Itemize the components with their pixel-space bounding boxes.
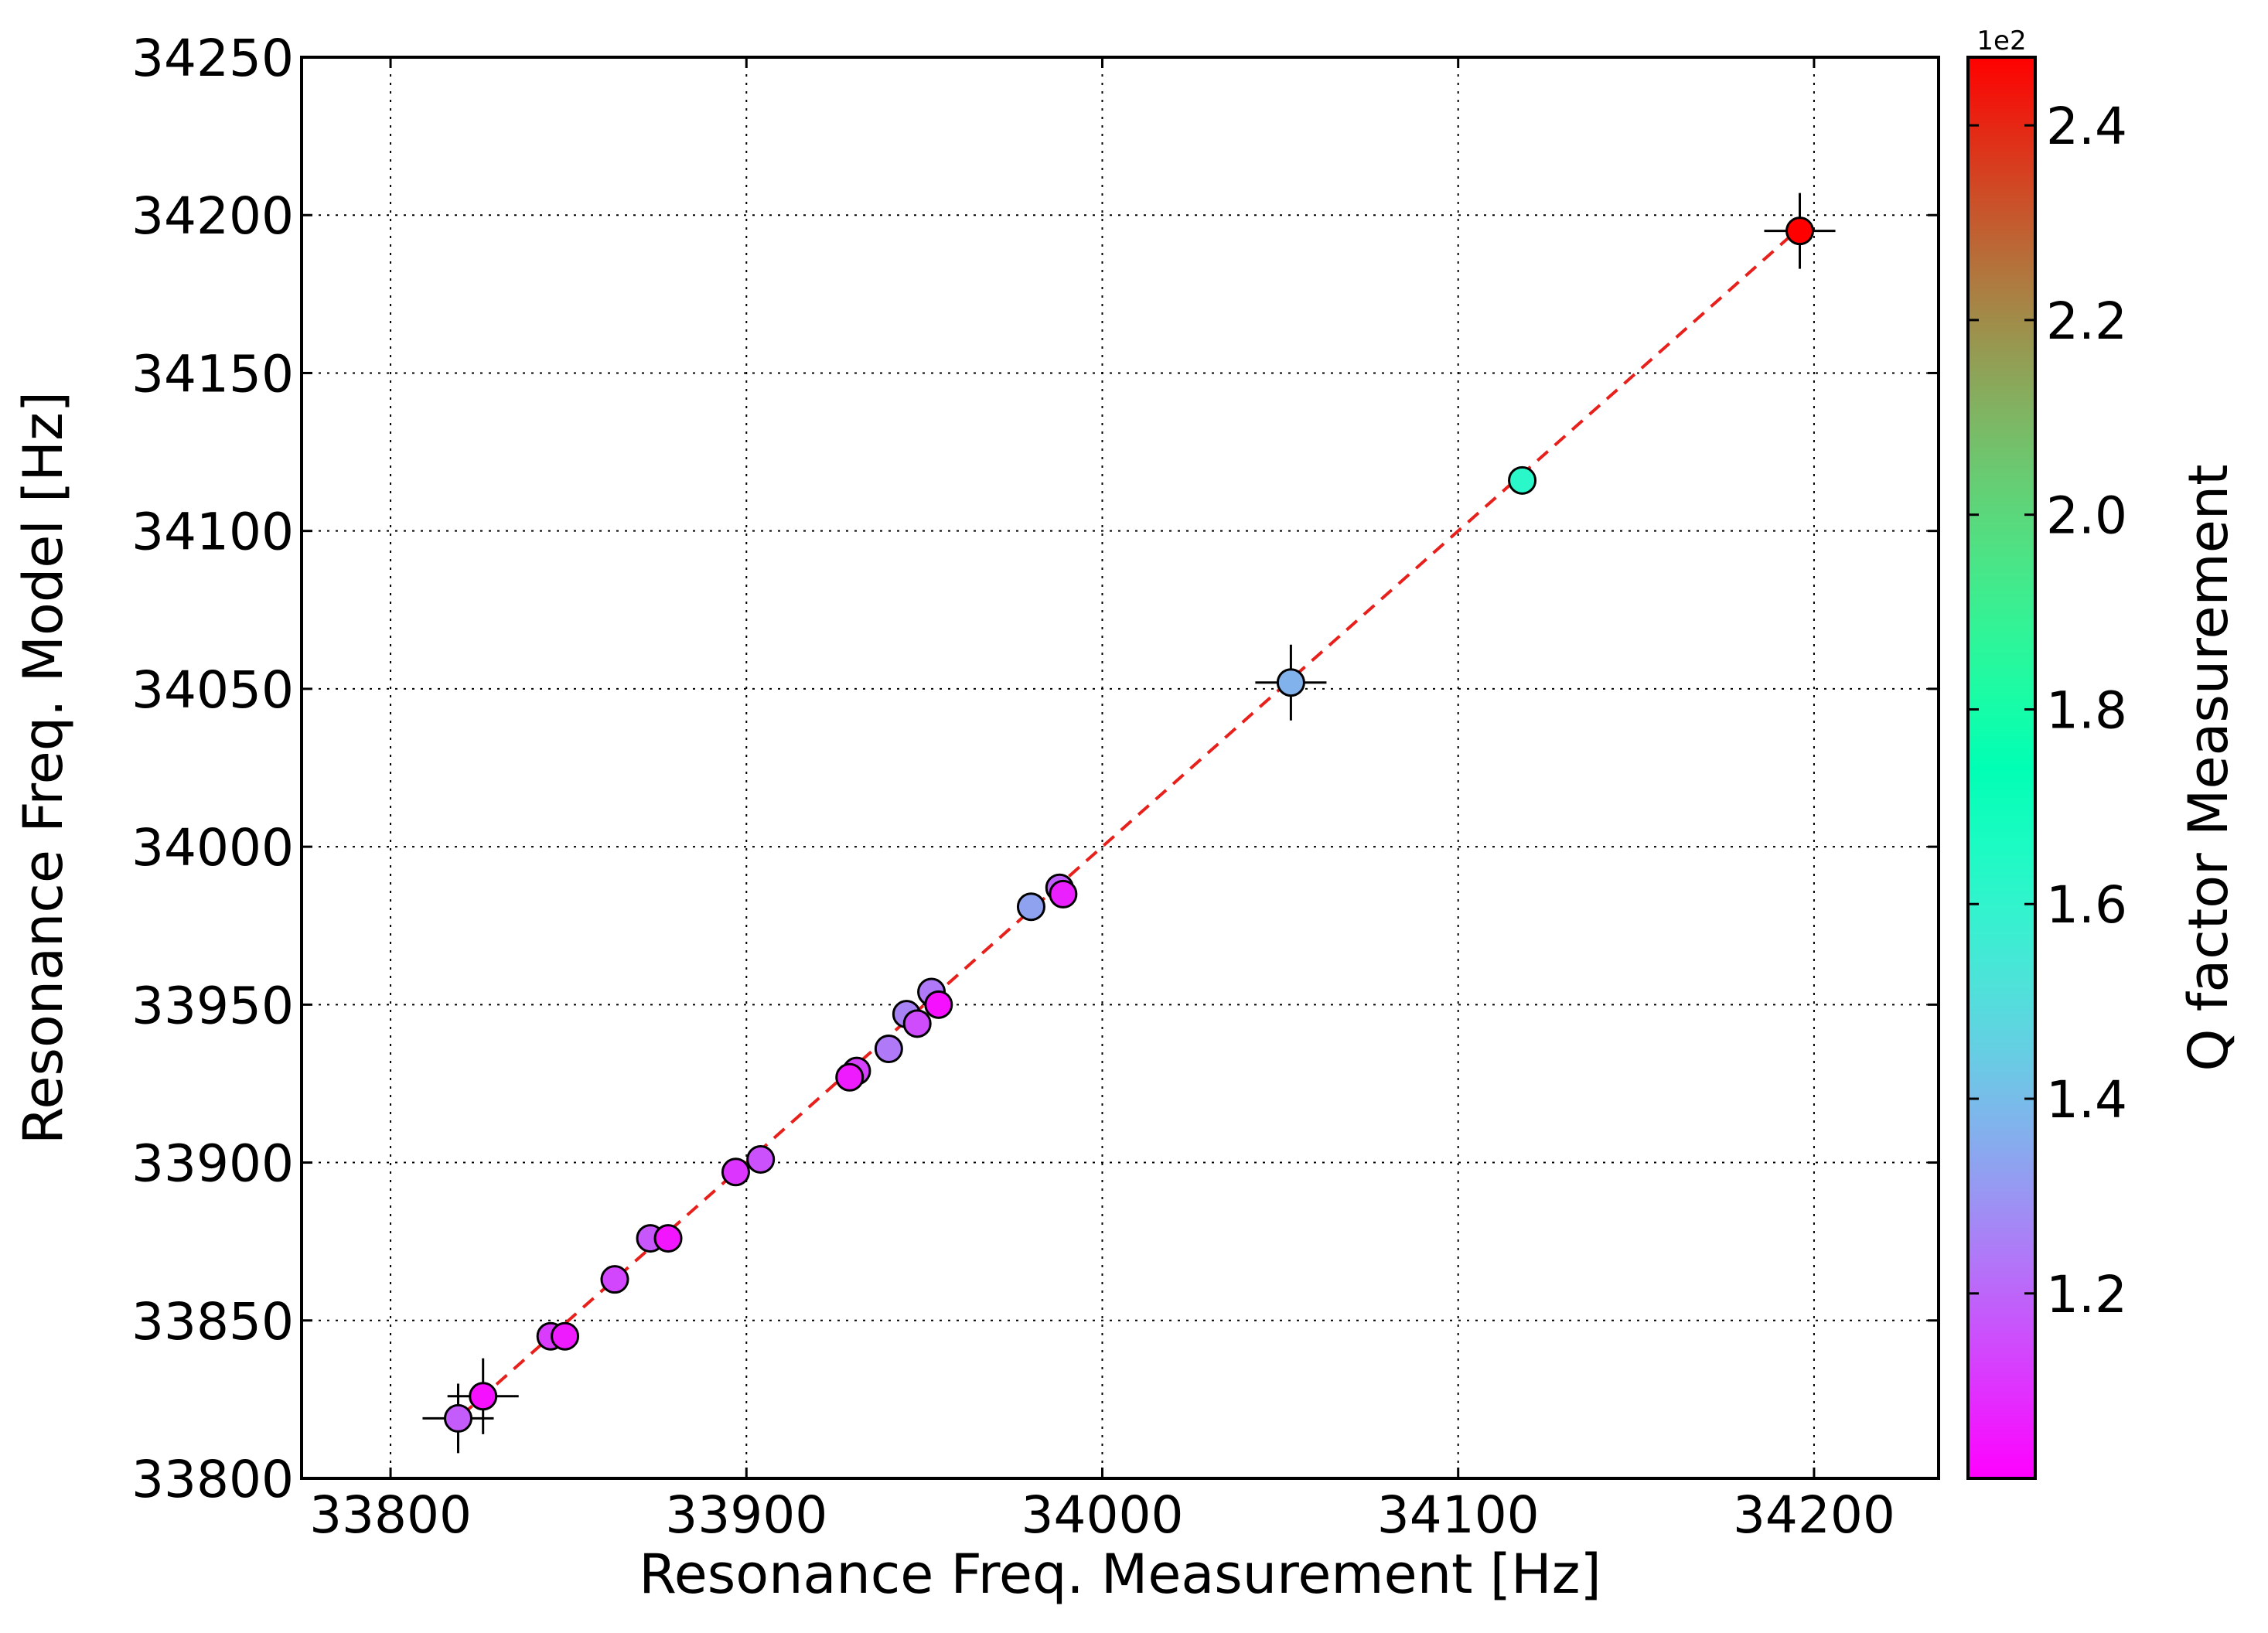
plot-frame	[300, 56, 1940, 1480]
data-point	[721, 1157, 750, 1187]
data-point	[746, 1144, 776, 1174]
y-tick-label: 34050	[131, 660, 294, 720]
y-tick-label: 34150	[131, 344, 294, 404]
colorbar-label: Q factor Measurement	[2177, 464, 2240, 1071]
data-point	[1508, 465, 1537, 495]
y-tick-label: 34100	[131, 503, 294, 562]
y-tick-label: 33900	[131, 1134, 294, 1194]
data-point	[551, 1321, 580, 1351]
colorbar-ticks: 1.2 1.4 1.6 1.8 2.0 2.2 2.4	[1968, 97, 2127, 1324]
data-points	[443, 216, 1815, 1433]
x-tick-label: 33900	[665, 1485, 827, 1545]
data-point	[1049, 879, 1078, 909]
y-tick-label: 33850	[131, 1292, 294, 1352]
x-tick-label: 34200	[1733, 1485, 1895, 1545]
x-tick-label: 34000	[1021, 1485, 1184, 1545]
y-tick-label: 34200	[131, 186, 294, 246]
y-tick-label: 34000	[131, 818, 294, 878]
y-axis-label: Resonance Freq. Model [Hz]	[12, 391, 75, 1144]
colorbar-tick-label: 2.2	[2046, 291, 2127, 351]
data-point	[902, 1009, 932, 1038]
y-tick-label: 33800	[131, 1450, 294, 1509]
data-point	[443, 1403, 472, 1433]
colorbar-tick-label: 1.6	[2046, 875, 2127, 935]
colorbar-tick-label: 2.4	[2046, 97, 2127, 156]
data-point	[469, 1382, 498, 1411]
colorbar-tick-label: 1.2	[2046, 1265, 2127, 1324]
y-tick-label: 33950	[131, 976, 294, 1035]
colorbar-frame	[1966, 56, 2037, 1480]
colorbar	[1968, 57, 2035, 1478]
colorbar-tick-label: 2.0	[2046, 486, 2127, 546]
colorbar-exponent-label: 1e2	[1976, 26, 2026, 56]
colorbar-tick-label: 1.8	[2046, 680, 2127, 740]
x-tick-label: 33800	[309, 1485, 472, 1545]
data-point	[874, 1035, 903, 1064]
y-tick-label: 34250	[131, 29, 294, 88]
x-axis-label: Resonance Freq. Measurement [Hz]	[639, 1543, 1601, 1606]
colorbar-tick-label: 1.4	[2046, 1070, 2127, 1130]
data-point	[1016, 892, 1045, 922]
data-point	[1276, 668, 1305, 697]
data-point	[835, 1062, 865, 1092]
data-point	[1785, 216, 1815, 246]
reference-line	[460, 230, 1798, 1417]
data-point	[600, 1265, 629, 1294]
x-axis-ticks: 33800 33900 34000 34100 34200	[309, 57, 1895, 1545]
data-point	[924, 990, 953, 1019]
y-axis-ticks: 33800 33850 33900 33950 34000 34050 34100 34150…	[131, 29, 1939, 1509]
data-point	[653, 1224, 683, 1253]
grid	[302, 57, 1939, 1478]
x-tick-label: 34100	[1377, 1485, 1540, 1545]
